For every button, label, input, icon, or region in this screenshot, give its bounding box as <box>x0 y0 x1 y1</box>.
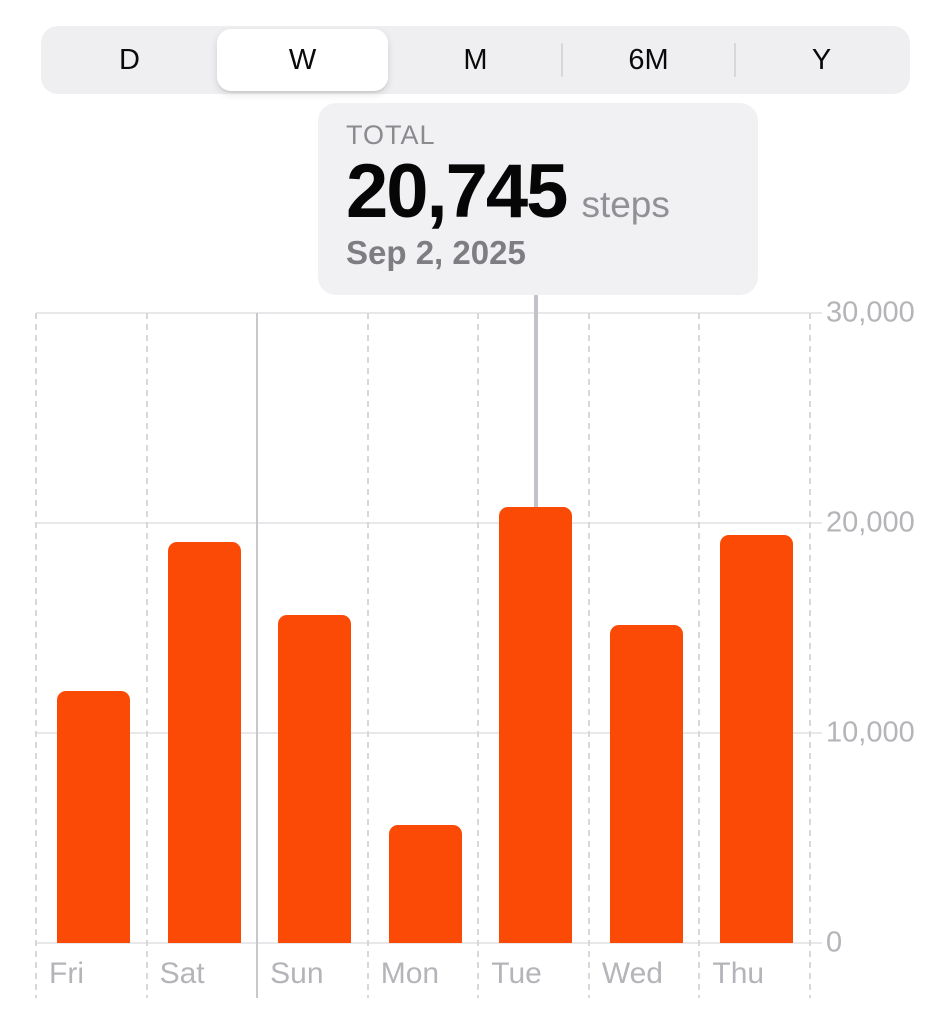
x-axis-label-wed: Wed <box>601 957 663 990</box>
gridline-horizontal-10000 <box>36 732 822 734</box>
gridline-vertical-dashed <box>366 313 369 998</box>
x-axis-label-sun: Sun <box>270 957 324 990</box>
segment-d[interactable]: D <box>119 43 140 76</box>
segment-w[interactable]: W <box>217 29 388 91</box>
y-axis-tick-label: 20,000 <box>826 506 915 539</box>
tooltip-date: Sep 2, 2025 <box>346 233 526 271</box>
tooltip-steps-value: 20,745 <box>346 149 568 234</box>
gridline-horizontal-20000 <box>36 522 822 524</box>
segment-y[interactable]: Y <box>811 43 832 76</box>
tooltip-total-label: TOTAL <box>346 120 436 150</box>
bar-fri[interactable] <box>57 691 130 943</box>
gridline-vertical-dashed <box>35 313 37 998</box>
time-range-segmented-control[interactable]: D W M 6M Y <box>41 26 910 94</box>
gridline-vertical-dashed <box>698 313 701 998</box>
tooltip-steps-unit: steps <box>581 184 670 225</box>
x-axis-label-sat: Sat <box>159 957 205 990</box>
x-axis-label-thu: Thu <box>712 957 765 990</box>
gridline-vertical-dashed <box>587 313 590 998</box>
bar-thu[interactable] <box>720 534 794 943</box>
segment-m[interactable]: M <box>463 43 488 76</box>
y-axis-tick-label: 10,000 <box>826 716 915 749</box>
x-axis-label-tue: Tue <box>491 957 542 990</box>
segment-6m[interactable]: 6M <box>628 43 669 76</box>
segment-separator <box>561 43 563 77</box>
gridline-vertical-solid-boundary <box>256 313 259 998</box>
y-axis-tick-label: 30,000 <box>826 296 915 329</box>
tooltip-value-row: 20,745 steps <box>346 153 738 231</box>
x-axis-label-fri: Fri <box>49 957 84 990</box>
bar-sat[interactable] <box>167 541 241 943</box>
bar-tue[interactable] <box>499 507 573 943</box>
x-axis-label-mon: Mon <box>380 957 440 990</box>
gridline-vertical-dashed <box>145 313 148 998</box>
bar-sun[interactable] <box>278 615 352 943</box>
selection-tooltip: TOTAL 20,745 steps Sep 2, 2025 <box>318 103 758 295</box>
y-axis-tick-label: 0 <box>826 926 843 959</box>
gridline-horizontal-30000 <box>36 312 822 314</box>
selection-pointer-line <box>533 295 538 508</box>
gridline-horizontal-0 <box>36 942 822 944</box>
gridline-vertical-dashed <box>477 313 480 998</box>
bar-wed[interactable] <box>609 624 683 943</box>
bar-mon[interactable] <box>388 825 462 943</box>
gridline-vertical-dashed <box>809 313 811 998</box>
segment-separator <box>734 43 736 77</box>
